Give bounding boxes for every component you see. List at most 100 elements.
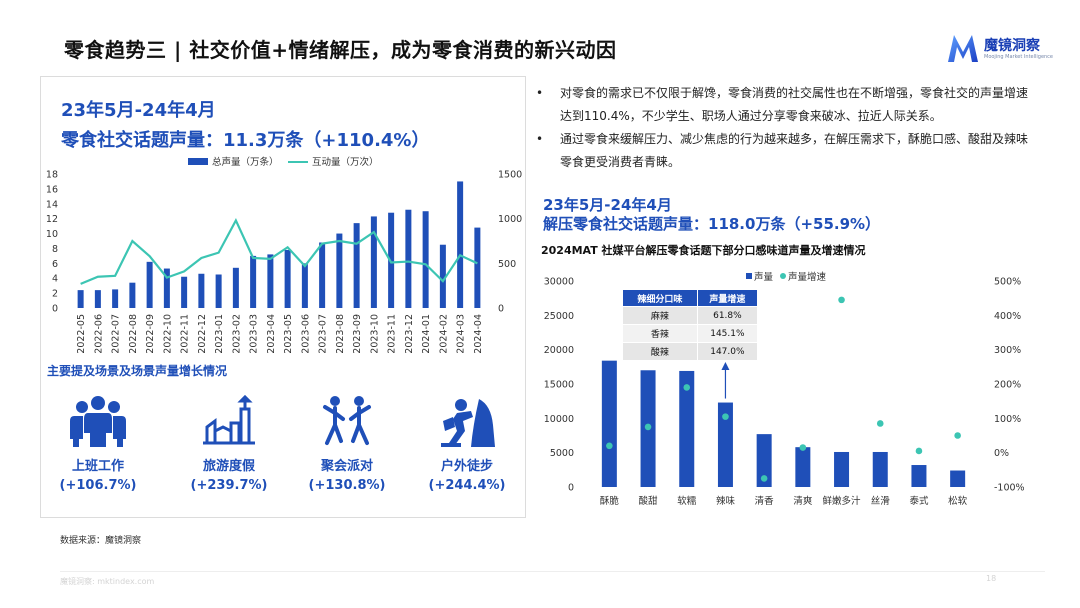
y-tick-label: 12 — [46, 214, 58, 225]
x-tick-label: 清香 — [755, 495, 775, 507]
x-tick-label: 2023-05 — [283, 314, 294, 354]
table-cell: 61.8% — [696, 306, 759, 325]
x-tick-label: 辣味 — [716, 495, 736, 507]
insight-bullets: 对零食的需求已不仅限于解馋，零食消费的社交属性也在不断增强，零食社交的声量增速达… — [534, 82, 1034, 174]
x-tick-label: 2023-09 — [352, 314, 363, 354]
bar — [215, 274, 222, 308]
bar — [756, 434, 772, 487]
page-title: 零食趋势三 | 社交价值+情绪解压，成为零食消费的新兴动因 — [64, 38, 617, 62]
right-date-range: 23年5月-24年4月 — [543, 196, 672, 214]
y2-tick-label: 400% — [994, 311, 1021, 322]
growth-point — [760, 475, 768, 482]
bar — [232, 267, 239, 308]
bar — [250, 255, 257, 308]
y2-tick-label: -100% — [994, 483, 1025, 494]
logo-subtitle: Moojing Market Intelligence — [984, 54, 1054, 60]
bar — [77, 290, 84, 308]
left-metric: 零食社交话题声量：11.3万条（+110.4%） — [61, 130, 430, 151]
growth-point — [838, 296, 845, 304]
y2-tick-label: 0 — [498, 304, 504, 315]
bar — [284, 249, 291, 308]
table-cell: 145.1% — [696, 324, 759, 343]
growth-point — [722, 413, 729, 420]
spicy-flavor-table: 辣细分口味 声量增速 麻辣 61.8% 香辣 145.1% 酸辣 147.0% — [622, 289, 759, 361]
x-tick-label: 2022-11 — [180, 314, 191, 354]
annotation-arrow-head — [721, 362, 730, 370]
table-row: 酸辣 147.0% — [622, 342, 759, 361]
x-tick-label: 清爽 — [793, 495, 813, 507]
bar — [872, 451, 888, 487]
scene-travel: 旅游度假 (+239.7%) — [174, 395, 284, 493]
bar — [405, 209, 412, 308]
table-cell: 147.0% — [696, 342, 759, 361]
growth-point — [954, 432, 961, 439]
x-tick-label: 2022-08 — [128, 314, 139, 354]
bar — [129, 282, 136, 308]
page-number: 18 — [986, 574, 997, 583]
growth-point — [606, 442, 613, 450]
scene-growth: (+244.4%) — [428, 478, 506, 493]
party-dancing-icon — [323, 396, 371, 445]
table-cell: 酸辣 — [622, 342, 698, 361]
y2-tick-label: 500 — [498, 259, 516, 270]
y-tick-label: 20000 — [544, 345, 574, 356]
bar — [181, 276, 188, 308]
y2-tick-label: 200% — [994, 380, 1021, 391]
bar — [474, 227, 481, 308]
growth-point — [876, 420, 884, 427]
footer-url: 魔镜洞察: mktindex.com — [60, 577, 155, 586]
bar — [112, 289, 119, 308]
bar — [911, 465, 927, 487]
x-tick-label: 2023-04 — [266, 314, 277, 354]
y-tick-label: 30000 — [544, 277, 574, 288]
y-tick-label: 18 — [46, 170, 58, 181]
bar — [834, 451, 850, 487]
scene-office: 上班工作 (+106.7%) — [43, 395, 153, 493]
legend-label: 声量增速 — [788, 271, 827, 283]
y-tick-label: 16 — [46, 184, 58, 195]
y-tick-label: 10000 — [544, 414, 574, 425]
growth-point — [644, 423, 652, 431]
y-tick-label: 10 — [46, 229, 58, 240]
scene-hiking: 户外徒步 (+244.4%) — [412, 395, 522, 493]
y-tick-label: 0 — [52, 304, 58, 315]
table-header: 辣细分口味 — [622, 289, 698, 307]
x-tick-label: 泰式 — [909, 495, 929, 507]
y-tick-label: 15000 — [544, 380, 574, 391]
y-tick-label: 2 — [52, 289, 58, 300]
interaction-line — [80, 217, 478, 285]
bar — [950, 470, 966, 487]
office-workers-icon — [70, 396, 126, 447]
legend-swatch-bar — [188, 158, 208, 165]
logo-m-icon — [948, 35, 978, 62]
brand-logo: 魔镜洞察 Moojing Market Intelligence — [946, 32, 1056, 66]
y-tick-label: 8 — [52, 244, 58, 255]
x-tick-label: 软糯 — [677, 495, 697, 507]
legend-label: 声量 — [754, 271, 774, 283]
right-chart-title: 2024MAT 社媒平台解压零食话题下部分口感味道声量及增速情况 — [541, 244, 866, 257]
table-header-row: 辣细分口味 声量增速 — [622, 289, 759, 307]
scene-party: 聚会派对 (+130.8%) — [292, 395, 402, 493]
x-tick-label: 2024-02 — [438, 314, 449, 354]
y2-tick-label: 1500 — [498, 170, 522, 181]
x-tick-label: 2023-01 — [214, 314, 225, 354]
y-tick-label: 0 — [568, 483, 574, 494]
scene-name: 上班工作 — [71, 459, 124, 474]
x-tick-label: 2023-03 — [249, 314, 260, 354]
scene-name: 旅游度假 — [202, 459, 255, 474]
x-tick-label: 2023-07 — [318, 314, 329, 354]
bar — [439, 244, 446, 308]
x-tick-label: 鲜嫩多汁 — [823, 495, 862, 507]
scene-name: 聚会派对 — [320, 459, 373, 474]
right-metric: 解压零食社交话题声量：118.0万条（+55.9%） — [543, 215, 881, 233]
bar — [353, 223, 360, 308]
legend-label: 互动量（万次） — [312, 156, 379, 168]
table-row: 香辣 145.1% — [622, 324, 759, 343]
scene-growth: (+106.7%) — [59, 478, 137, 493]
x-tick-label: 2023-12 — [404, 314, 415, 354]
x-tick-label: 2022-07 — [111, 314, 122, 354]
x-tick-label: 丝滑 — [871, 495, 891, 507]
table-header: 声量增速 — [696, 289, 759, 307]
x-tick-label: 2023-10 — [369, 314, 380, 354]
y-tick-label: 14 — [46, 199, 58, 210]
